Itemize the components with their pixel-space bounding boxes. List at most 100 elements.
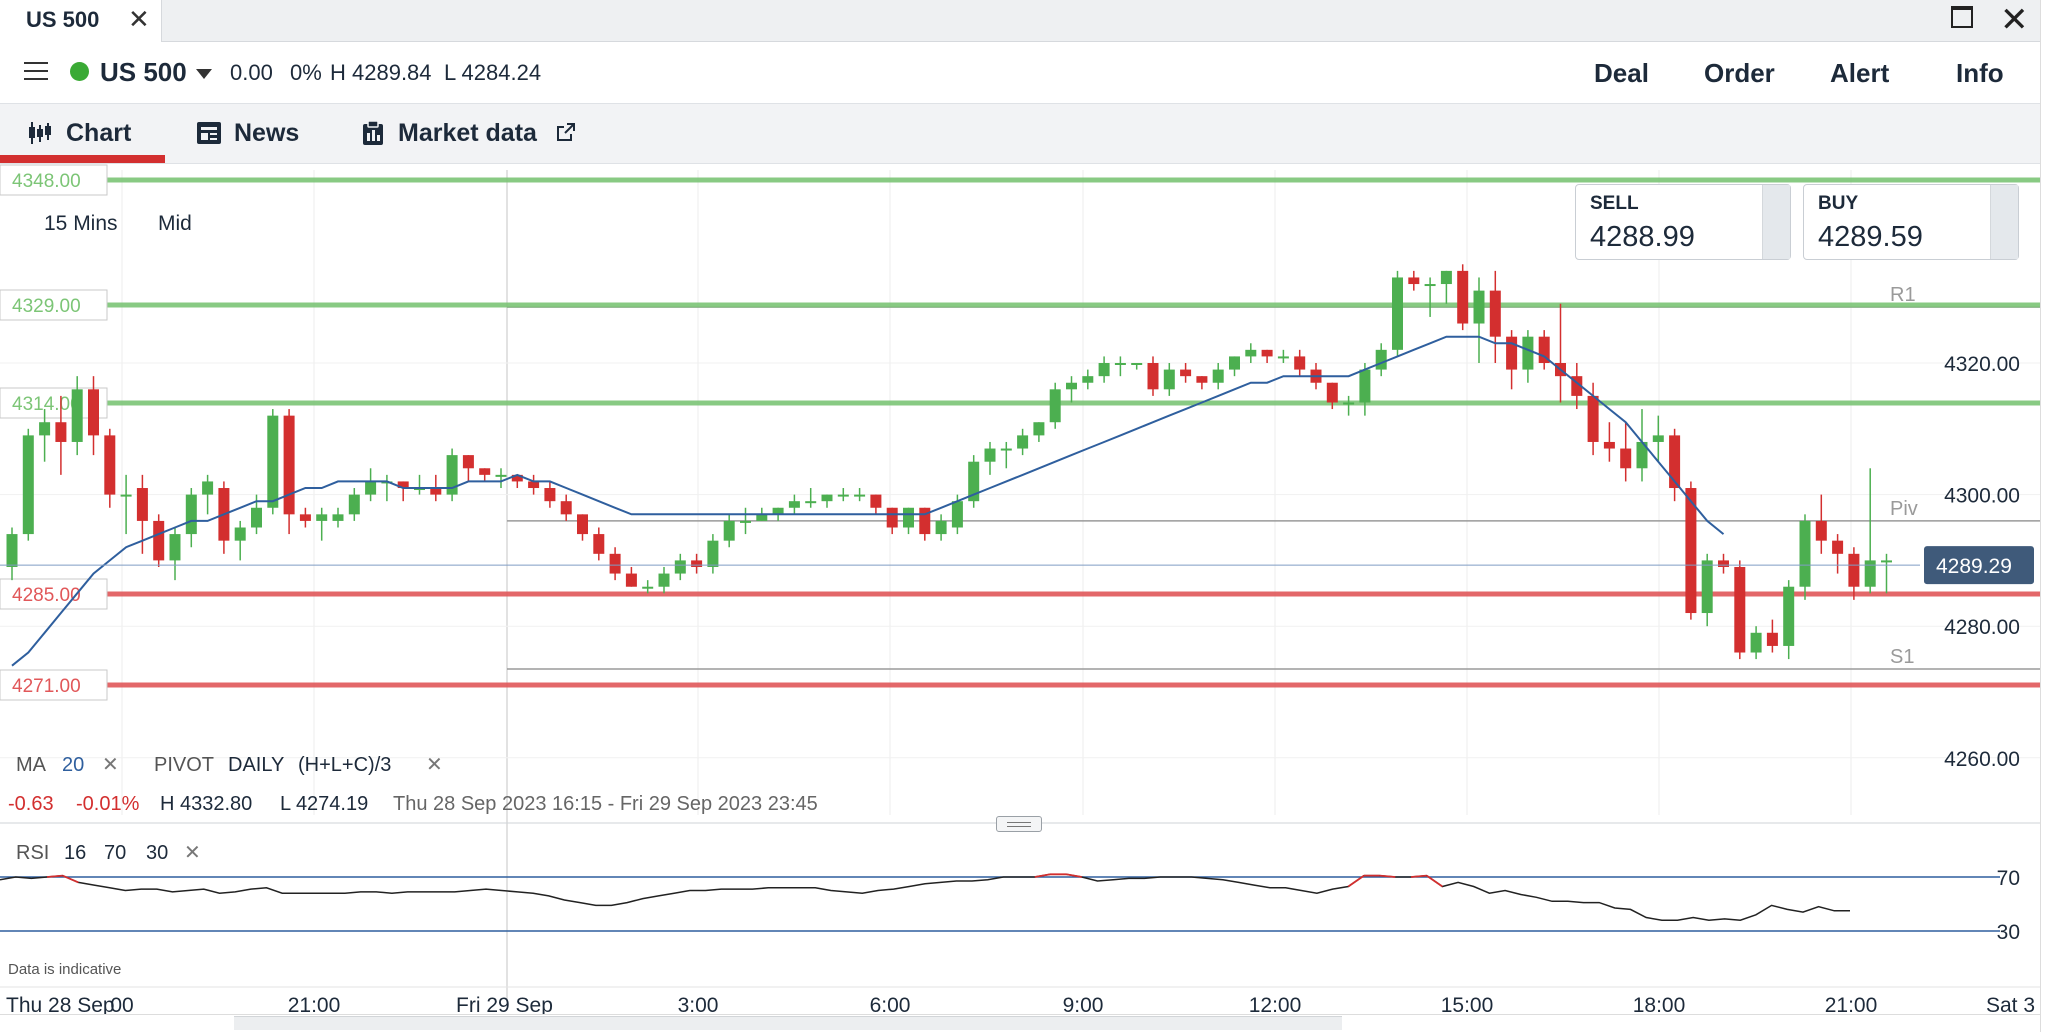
range-low: L 4274.19 xyxy=(280,793,369,815)
range-change: -0.63 xyxy=(8,793,54,815)
x-tick-label: 00 xyxy=(110,994,133,1017)
clipboard-icon xyxy=(363,120,383,145)
pivot-label-piv: Piv xyxy=(1890,498,1918,520)
price-alert-tag xyxy=(0,578,108,610)
remove-pivot-icon[interactable]: ✕ xyxy=(426,754,443,776)
session-low: L 4284.24 xyxy=(444,60,542,85)
pivot-label-s1: S1 xyxy=(1890,646,1914,668)
tab-news[interactable]: News xyxy=(190,104,310,164)
tab-chart[interactable]: Chart xyxy=(0,104,165,164)
candle-body xyxy=(674,560,686,574)
candle-body xyxy=(1343,402,1355,405)
candle-body xyxy=(528,481,540,489)
candle-body xyxy=(55,422,67,442)
remove-ma-icon[interactable]: ✕ xyxy=(102,754,119,776)
candle-body xyxy=(1864,560,1876,587)
candle-body xyxy=(625,573,637,587)
candle-body xyxy=(642,586,654,589)
order-button[interactable]: Order xyxy=(1704,58,1775,88)
maximize-icon[interactable] xyxy=(1951,6,1973,28)
newspaper-icon xyxy=(197,122,221,144)
candle-body xyxy=(397,481,409,489)
x-tick-label: 6:00 xyxy=(870,994,911,1017)
chevron-down-icon[interactable] xyxy=(196,69,212,79)
info-button[interactable]: Info xyxy=(1956,58,2004,88)
rsi-tick-label: 70 xyxy=(1997,867,2020,890)
candle-body xyxy=(1620,448,1632,469)
alert-button[interactable]: Alert xyxy=(1830,58,1890,88)
timeframe-selector[interactable]: 15 Mins xyxy=(44,212,118,235)
candle-body xyxy=(837,494,849,497)
close-tab-icon[interactable]: ✕ xyxy=(128,4,150,34)
candle-body xyxy=(1326,382,1338,403)
candle-body xyxy=(609,553,621,574)
rsi-overbought-segment xyxy=(46,874,63,878)
instrument-name[interactable]: US 500 xyxy=(100,57,187,87)
candle-body xyxy=(1571,376,1583,396)
candle-body xyxy=(772,507,784,515)
candle-body xyxy=(1180,369,1192,377)
menu-icon[interactable] xyxy=(24,62,48,80)
candle-body xyxy=(1783,586,1795,646)
market-open-status-icon xyxy=(70,62,89,81)
price-alert-label: 4271.00 xyxy=(12,676,81,697)
y-tick-label: 4280.00 xyxy=(1944,616,2020,639)
rsi-overbought-segment xyxy=(62,874,79,884)
deal-button[interactable]: Deal xyxy=(1594,58,1649,88)
pane-resize-handle[interactable] xyxy=(996,816,1042,832)
x-tick-label: 15:00 xyxy=(1441,994,1494,1017)
candle-body xyxy=(39,422,51,436)
rsi-tick-label: 30 xyxy=(1997,921,2020,944)
price-change: 0.00 xyxy=(230,60,273,85)
rsi-overbought-segment xyxy=(1065,873,1082,878)
candle-body xyxy=(577,514,588,535)
candle-body xyxy=(479,468,491,475)
sell-price: 4288.99 xyxy=(1590,221,1695,253)
tab-market-data[interactable]: Market data xyxy=(356,104,586,164)
remove-rsi-icon[interactable]: ✕ xyxy=(184,842,201,864)
window-edge xyxy=(2040,0,2054,1032)
candle-body xyxy=(1049,389,1061,423)
rsi-lower[interactable]: 30 xyxy=(146,842,169,864)
x-tick-label: 21:00 xyxy=(288,994,341,1017)
candle-body xyxy=(6,534,18,567)
data-disclaimer: Data is indicative xyxy=(8,961,122,978)
candle-body xyxy=(1131,363,1143,365)
rsi-period[interactable]: 16 xyxy=(64,842,87,864)
close-window-icon[interactable]: ✕ xyxy=(2000,1,2029,39)
candle-body xyxy=(1587,395,1599,442)
candle-body xyxy=(544,488,556,502)
pivot-period[interactable]: DAILY xyxy=(228,754,285,776)
candle-body xyxy=(414,488,425,491)
candle-body xyxy=(1734,566,1746,653)
moving-average-line xyxy=(11,335,1725,667)
rsi-upper[interactable]: 70 xyxy=(104,842,127,864)
candle-body xyxy=(1098,363,1110,377)
x-tick-label: 3:00 xyxy=(678,994,719,1017)
time-scrollbar-thumb[interactable] xyxy=(234,1016,1342,1030)
buy-button[interactable]: BUY 4289.59 xyxy=(1803,184,2019,260)
ma-period[interactable]: 20 xyxy=(62,754,85,776)
price-type-selector[interactable]: Mid xyxy=(158,212,192,235)
candle-body xyxy=(1082,376,1094,383)
candle-body xyxy=(870,494,882,508)
x-tick-label: Sat 3 xyxy=(1986,994,2035,1017)
price-alert-tag xyxy=(0,669,108,701)
candle-body xyxy=(1636,441,1648,469)
window-tab[interactable]: US 500 ✕ xyxy=(0,0,162,42)
candle-body xyxy=(1489,290,1501,337)
candle-body xyxy=(984,448,996,462)
price-alert-tag xyxy=(0,164,108,196)
sell-label: SELL xyxy=(1590,193,1639,214)
candle-body xyxy=(935,520,947,535)
candle-body xyxy=(348,494,360,515)
rsi-overbought-segment xyxy=(1410,874,1427,878)
sell-button[interactable]: SELL 4288.99 xyxy=(1575,184,1791,260)
candle-body xyxy=(1163,369,1175,390)
candle-body xyxy=(1277,356,1289,359)
candle-body xyxy=(658,573,670,587)
candle-body xyxy=(968,461,980,502)
candle-body xyxy=(805,501,817,504)
candle-body xyxy=(1196,376,1208,383)
